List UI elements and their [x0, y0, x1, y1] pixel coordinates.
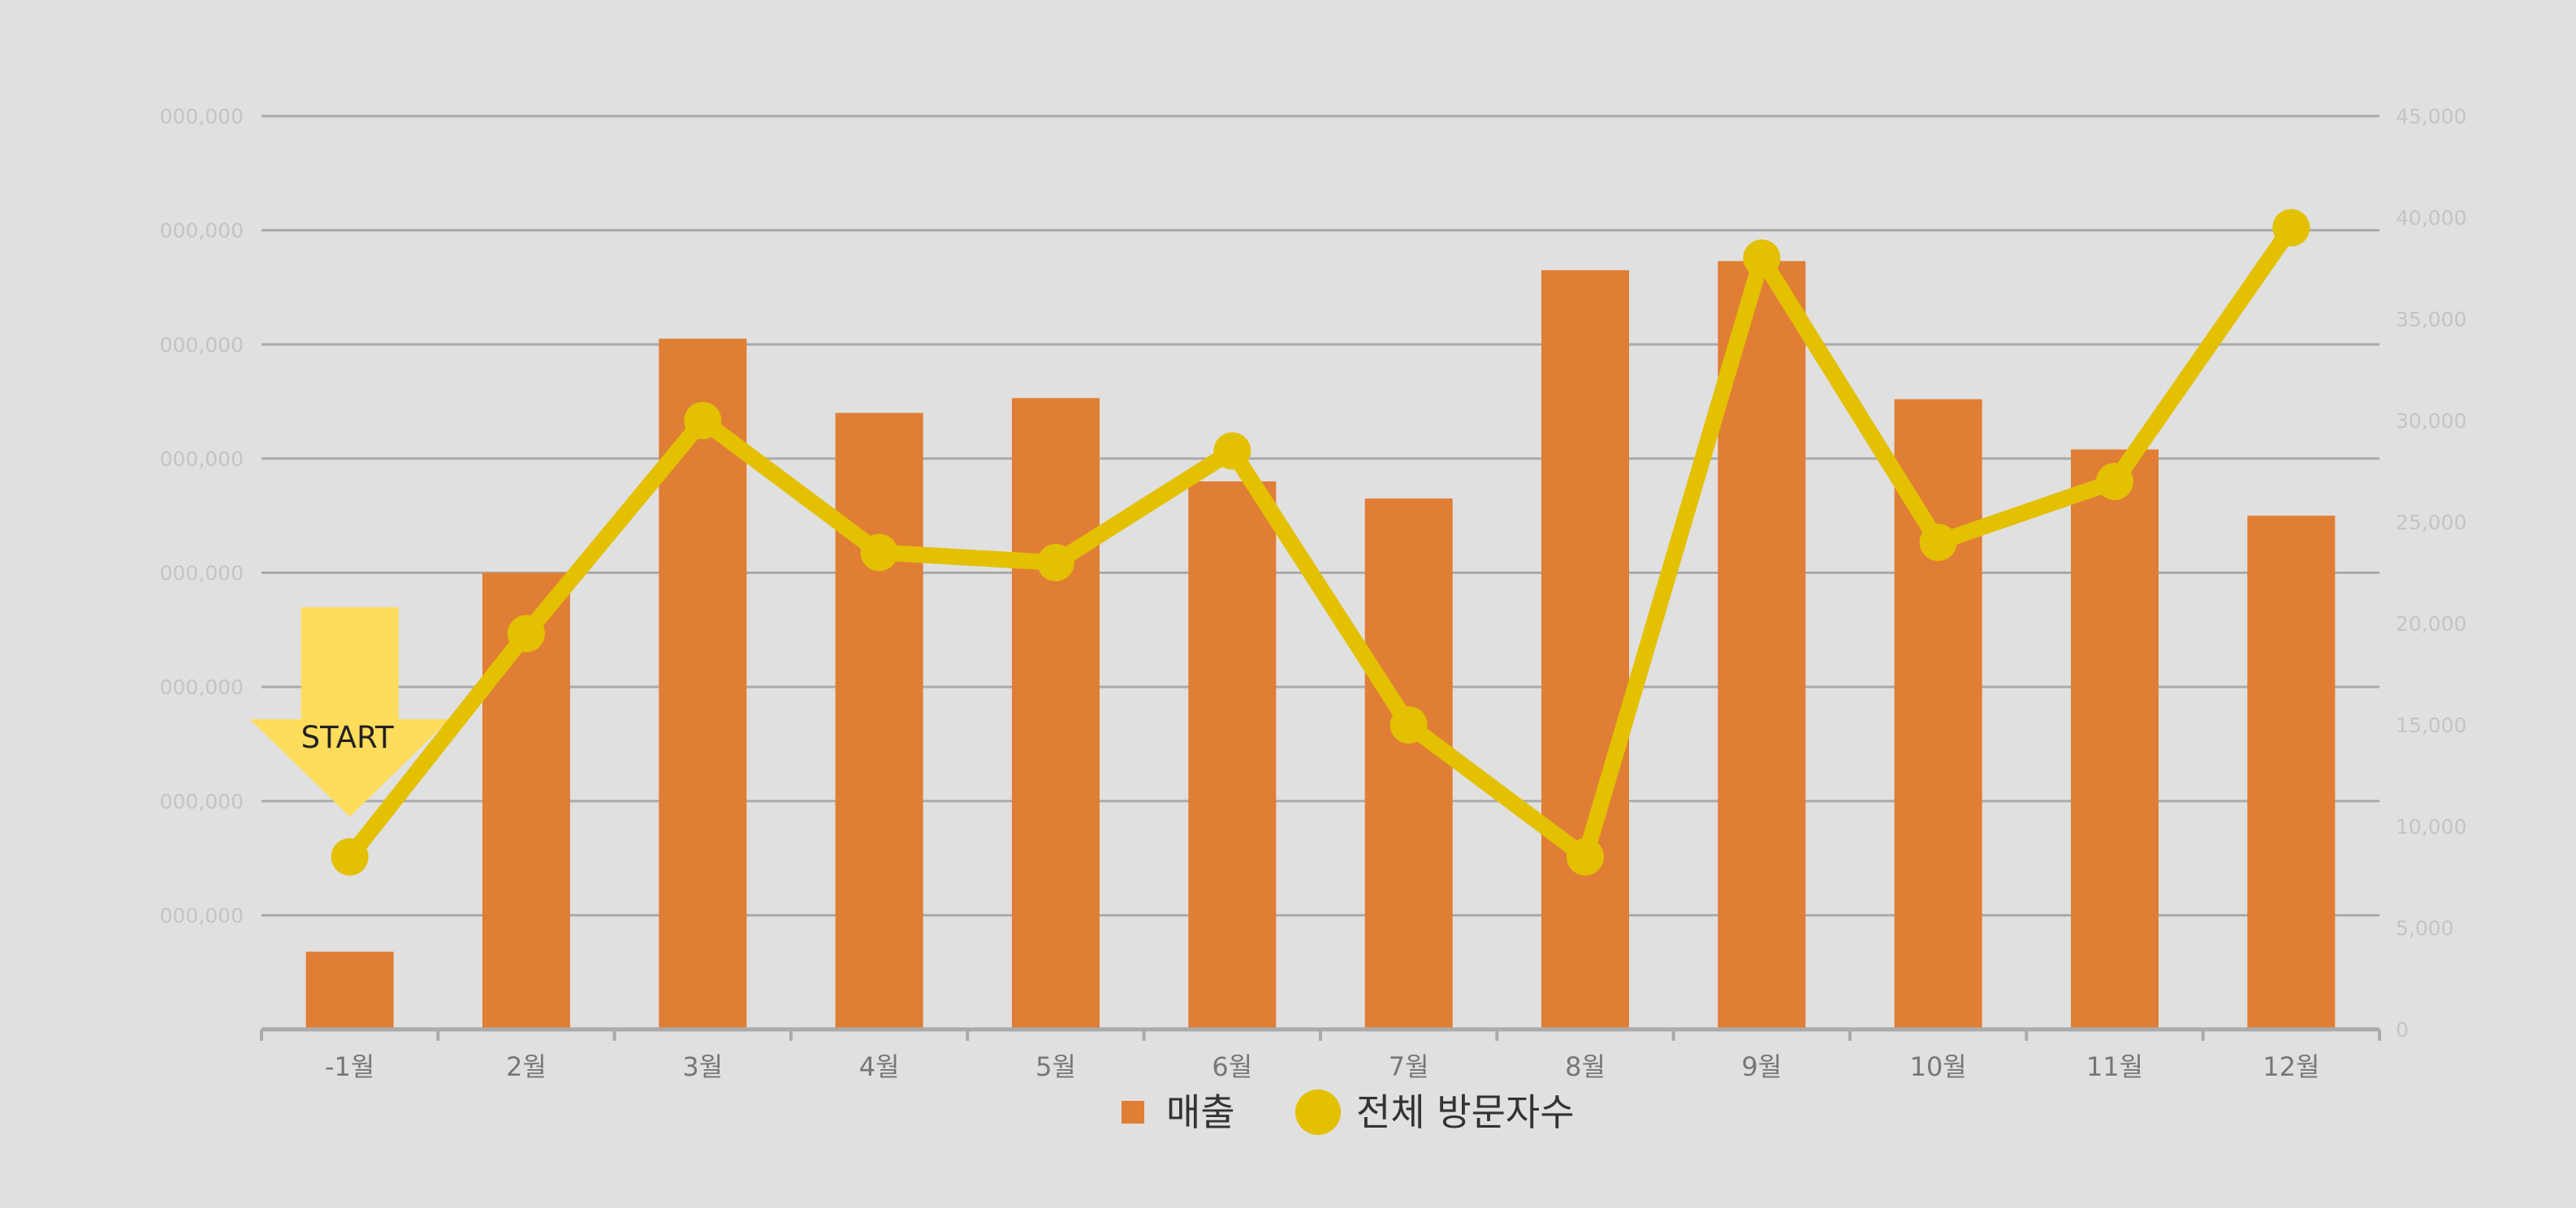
bar — [2247, 516, 2336, 1029]
legend-swatch-bar — [1122, 1101, 1144, 1124]
line-path — [341, 219, 2300, 865]
x-axis-tick-label: -1월 — [325, 1051, 374, 1082]
x-axis: -1월 2월 3월 4월 5월 6월 7월 8월 9월 10월 11월 12월 — [260, 1027, 2381, 1082]
left-axis-tick-label: 000,000 — [160, 105, 244, 128]
legend: 매출 전체 방문자수 — [1122, 1089, 1575, 1135]
line-point — [1743, 239, 1781, 277]
bar — [1718, 261, 1806, 1029]
line-point — [1567, 838, 1604, 876]
x-axis-tick-label: 10월 — [1910, 1051, 1967, 1082]
x-axis-tick-label: 2월 — [506, 1051, 547, 1082]
x-axis-tick-label: 7월 — [1389, 1051, 1429, 1082]
line-point — [331, 838, 369, 876]
x-axis-tick-label: 3월 — [682, 1051, 723, 1082]
legend-swatch-line — [1295, 1089, 1341, 1135]
left-axis-tick-label: 000,000 — [160, 675, 244, 699]
line-point — [2272, 209, 2310, 247]
right-axis-tick-label: 30,000 — [2396, 409, 2466, 433]
line-point — [1919, 524, 1957, 561]
bar — [1541, 270, 1629, 1029]
right-axis-tick-label: 40,000 — [2396, 206, 2466, 230]
line-point — [1213, 432, 1251, 470]
x-axis-tick-label: 9월 — [1741, 1051, 1782, 1082]
line-point — [1390, 706, 1428, 744]
left-axis-tick-label: 000,000 — [160, 447, 244, 471]
bar-series — [305, 261, 2336, 1029]
left-axis-tick-label: 000,000 — [160, 333, 244, 356]
right-axis-tick-label: 5,000 — [2396, 917, 2454, 940]
line-point — [860, 533, 898, 572]
x-axis-tick-label: 6월 — [1212, 1051, 1252, 1082]
line-series — [331, 209, 2310, 876]
line-point — [684, 402, 722, 439]
right-axis-tick-label: 45,000 — [2396, 105, 2466, 128]
bar — [1364, 498, 1453, 1029]
left-axis-tick-label: 000,000 — [160, 219, 244, 243]
right-axis-tick-label: 0 — [2396, 1018, 2409, 1042]
line-point — [1037, 544, 1074, 581]
x-axis-tick-label: 11월 — [2086, 1051, 2143, 1082]
left-axis-tick-label: 000,000 — [160, 904, 244, 927]
start-annotation: START — [249, 607, 450, 817]
x-axis-tick-label: 12월 — [2263, 1051, 2319, 1082]
x-axis-tick-label: 5월 — [1035, 1051, 1076, 1082]
right-axis-tick-labels: 0 5,000 10,000 15,000 20,000 25,000 30,000 35,0… — [2396, 105, 2466, 1042]
start-arrow — [249, 607, 450, 817]
bar — [305, 951, 394, 1029]
x-axis-tick-label: 4월 — [859, 1051, 900, 1082]
bar — [2071, 449, 2159, 1029]
bar — [835, 412, 923, 1029]
left-axis-tick-label: 000,000 — [160, 562, 244, 585]
right-axis-tick-label: 15,000 — [2396, 714, 2466, 737]
start-label: START — [301, 720, 395, 755]
bar — [1012, 398, 1100, 1029]
left-axis-tick-labels: 000,000 000,000 000,000 000,000 000,000 000,0… — [160, 105, 244, 927]
right-axis-tick-label: 10,000 — [2396, 815, 2466, 839]
bar — [1188, 481, 1277, 1029]
x-axis-tick-label: 8월 — [1565, 1051, 1606, 1082]
left-axis-tick-label: 000,000 — [160, 790, 244, 813]
line-point — [508, 615, 545, 653]
legend-label-line: 전체 방문자수 — [1356, 1090, 1575, 1134]
right-axis-tick-label: 35,000 — [2396, 308, 2466, 331]
gridlines — [261, 114, 2379, 917]
right-axis-tick-label: 25,000 — [2396, 511, 2466, 534]
line-point — [2096, 463, 2133, 500]
legend-label-bar: 매출 — [1166, 1090, 1235, 1134]
right-axis-tick-label: 20,000 — [2396, 612, 2466, 636]
